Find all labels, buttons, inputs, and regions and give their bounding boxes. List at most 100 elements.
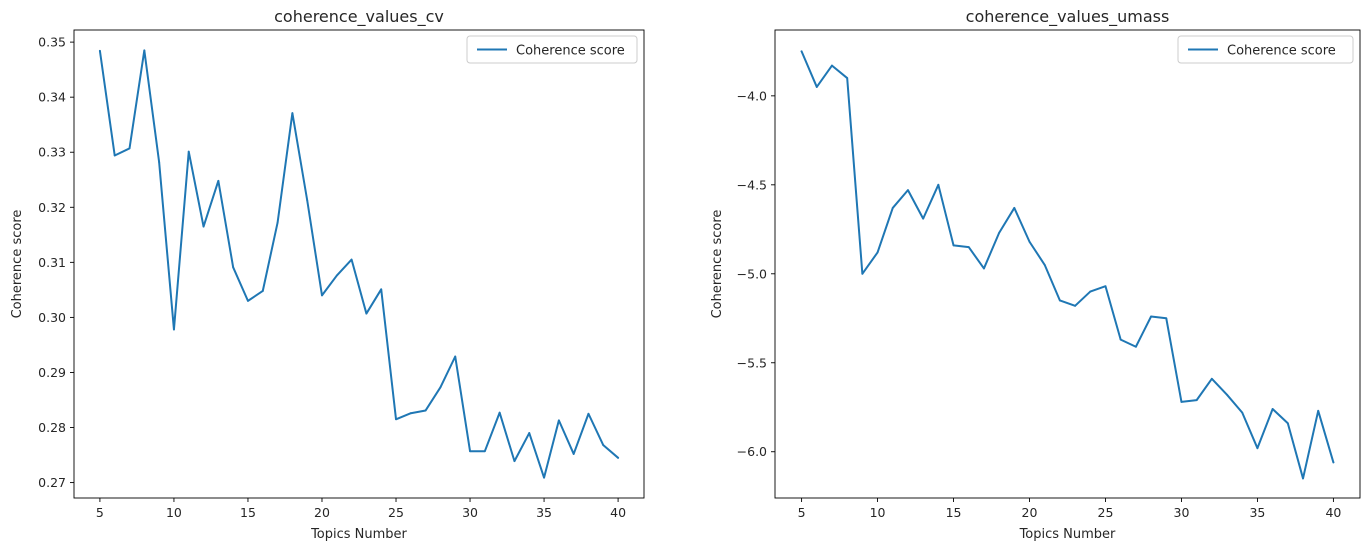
chart-2-x-tick-label: 15 [946,505,962,520]
chart-1-data-point [306,199,309,202]
chart-2-data-point [831,64,833,67]
chart-1-data-point [424,409,427,412]
chart-1-data-point [395,418,397,421]
chart-2-data-point [1256,447,1259,450]
chart-2-series-line [800,50,1335,480]
chart-1-data-point [321,294,323,297]
chart-1-data-point [350,258,353,261]
chart-1-y-tick-label: 0.31 [38,255,66,270]
chart-2-data-point [891,207,894,209]
chart-1-data-point [439,386,442,389]
chart-1-y-tick-label: 0.34 [38,90,66,105]
chart-2-data-point [922,217,925,220]
chart-2-data-point [952,244,955,247]
chart-2-data-point [861,272,864,275]
chart-1-data-point [247,299,249,302]
chart-2-x-tick-label: 25 [1098,505,1114,520]
chart-2-data-point [1089,290,1092,293]
chart-2-data-point [1210,377,1213,380]
chart-1-title: coherence_values_cv [274,7,444,27]
chart-1-x-tick-label: 30 [462,505,478,520]
chart-2-y-tick-label: −4.5 [737,177,767,192]
chart-2-data-point [1195,399,1198,402]
chart-2-y-axis-label: Coherence score [710,210,725,319]
chart-2-legend-label: Coherence score [1227,44,1336,59]
chart-1-data-point [143,49,146,52]
chart-2-x-tick-label: 30 [1174,505,1190,520]
chart-1-y-tick-label: 0.33 [38,145,66,160]
chart-2-y-tick-label: −4.0 [737,88,767,103]
chart-2-x-tick-label: 40 [1325,505,1341,520]
chart-2: coherence_values_umass 5 10 15 20 25 30 35 40 −4.… [710,7,1361,542]
chart-1-data-point [99,50,101,52]
chart-1-data-point [469,450,471,453]
chart-1-y-tick-label: 0.35 [38,35,66,50]
chart-1-legend: Coherence score [466,35,638,64]
chart-1-y-tick-label: 0.29 [38,365,66,380]
chart-1-x-tick-label: 40 [610,505,626,520]
chart-1-data-point [602,444,605,447]
chart-1-data-point [557,419,560,422]
chart-2-data-point [815,86,818,88]
chart-2-data-point [1302,477,1304,480]
chart-1-data-point [543,476,545,479]
chart-1-legend-box [466,35,638,64]
chart-1-data-point [587,412,590,415]
chart-2-data-point [1286,422,1289,425]
chart-2-x-tick-label: 20 [1022,505,1038,520]
chart-2-data-point [1104,285,1107,288]
chart-1-y-tick-label: 0.30 [38,310,66,325]
chart-2-y-tick-label: −5.5 [737,355,767,370]
chart-1: coherence_values_cv 5 10 15 20 25 30 35 40 0.27 0.… [10,7,645,542]
chart-2-data-point [1226,393,1228,396]
chart-2-axes-frame [774,29,1361,499]
chart-2-data-point [1317,409,1320,412]
chart-2-data-point [1028,240,1031,243]
chart-2-y-tick-label: −5.0 [737,266,767,281]
chart-1-axes-frame [73,29,645,499]
chart-1-data-point [173,328,175,331]
chart-1-data-point [158,161,161,164]
chart-1-data-point [498,411,501,414]
chart-2-data-point [800,50,803,53]
chart-2-data-point [907,189,909,192]
chart-2-data-point [1165,317,1168,320]
chart-1-x-tick-label: 35 [536,505,552,520]
chart-1-data-point [232,266,235,269]
chart-2-data-point [1043,263,1046,266]
chart-1-data-point [187,150,190,153]
chart-1-data-point [365,312,368,315]
chart-1-x-tick-label: 25 [388,505,404,520]
chart-1-data-point [409,412,412,415]
chart-2-x-tick-label: 5 [798,505,806,520]
chart-2-data-point [998,231,1001,234]
chart-2-data-point [1180,401,1183,403]
chart-2-data-point [967,246,970,249]
chart-1-data-point [454,355,457,358]
chart-2-title: coherence_values_umass [966,7,1170,27]
chart-1-data-point [335,274,338,277]
chart-2-legend: Coherence score [1177,35,1354,64]
chart-2-data-point [1150,315,1152,318]
chart-1-x-axis-label: Topics Number [310,527,407,542]
chart-1-y-axis-label: Coherence score [10,210,25,319]
chart-1-data-point [572,453,575,455]
chart-2-data-point [1059,299,1061,302]
chart-2-data-point [1119,338,1122,341]
chart-1-data-point [617,456,619,459]
chart-1-data-point [483,450,486,453]
chart-2-data-point [1271,408,1274,410]
chart-1-data-point [528,432,531,434]
chart-2-x-tick-label: 35 [1249,505,1265,520]
chart-2-data-point [1074,304,1076,307]
chart-1-data-point [291,112,294,115]
chart-1-legend-label: Coherence score [516,44,625,59]
chart-1-data-point [217,179,220,182]
chart-2-data-point [1134,345,1137,348]
chart-1-x-tick-label: 15 [240,505,256,520]
chart-2-data-point [876,251,879,254]
chart-1-data-point [128,147,131,150]
chart-1-data-point [261,290,264,292]
chart-2-data-point [846,77,849,79]
